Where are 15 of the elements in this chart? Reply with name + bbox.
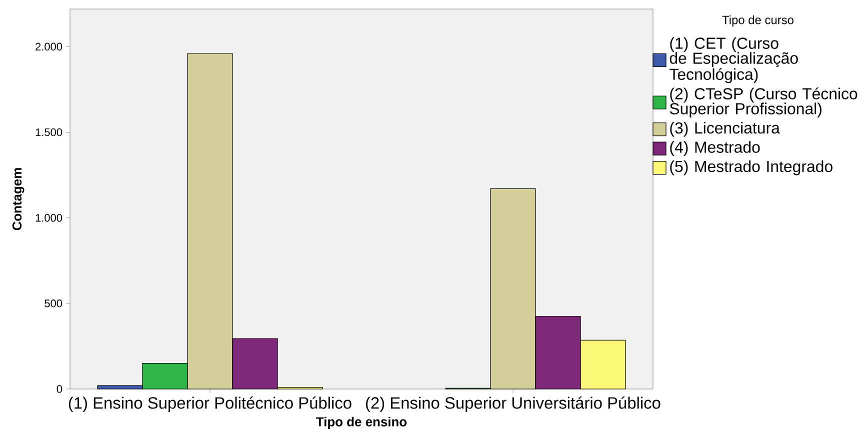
y-tick-label: 1.500	[36, 128, 62, 136]
legend-label: (3) Licenciatura	[670, 122, 780, 137]
x-axis-title: Tipo de ensino	[316, 416, 407, 429]
legend-title: Tipo de curso	[722, 15, 794, 27]
y-tick-label: 1.000	[36, 214, 62, 222]
y-tick-label: 500	[44, 300, 62, 308]
y-tick-label: 2.000	[36, 42, 62, 51]
y-axis-title: Contagem	[12, 168, 24, 230]
legend-label: (5) Mestrado Integrado	[670, 160, 832, 176]
x-tick-label: (2) Ensino Superior Universitário Público	[366, 396, 660, 412]
legend-label: (1) CET (Curso de Especialização Tecnológica)	[670, 37, 798, 84]
legend-label: (4) Mestrado	[670, 141, 760, 156]
x-tick-label: (1) Ensino Superior Politécnico Público	[68, 396, 352, 412]
legend-label: (2) CTeSP (Curso Técnico Superior Profissional)	[670, 88, 858, 118]
y-tick-label: 0	[56, 385, 62, 393]
